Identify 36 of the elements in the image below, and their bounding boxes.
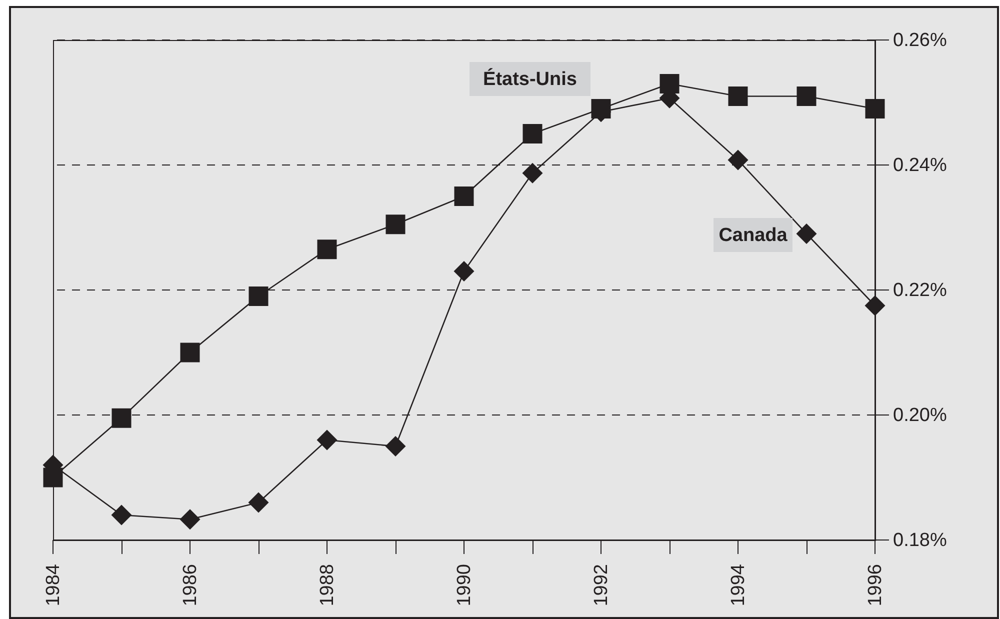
point — [112, 408, 132, 428]
point — [454, 186, 474, 206]
series-label: Canada — [718, 225, 788, 246]
point — [248, 286, 268, 306]
point — [248, 492, 269, 513]
point — [522, 124, 542, 144]
x-tick-label: 1984 — [43, 564, 64, 606]
point — [43, 468, 63, 488]
point — [522, 162, 543, 184]
point — [316, 430, 338, 450]
y-tick-label: 0.22% — [893, 280, 947, 301]
x-tick-label: 1996 — [865, 564, 886, 606]
point — [728, 86, 748, 106]
point — [660, 74, 680, 94]
series-label: États-Unis — [483, 68, 577, 90]
point — [180, 342, 200, 362]
x-tick-label: 1992 — [591, 564, 612, 606]
x-tick-label: 1994 — [728, 564, 749, 606]
point — [385, 436, 406, 456]
point — [864, 295, 886, 316]
point — [796, 224, 817, 244]
y-tick-label: 0.18% — [893, 530, 947, 551]
point — [386, 214, 406, 234]
x-tick-label: 1986 — [180, 564, 201, 606]
x-tick-label: 1990 — [454, 564, 475, 606]
point — [180, 509, 200, 530]
x-tick-label: 1988 — [317, 564, 338, 606]
point — [796, 86, 816, 106]
y-tick-label: 0.24% — [893, 155, 947, 176]
point — [728, 150, 748, 170]
point — [111, 504, 132, 526]
y-tick-label: 0.26% — [893, 30, 947, 51]
y-tick-label: 0.20% — [893, 405, 947, 426]
point — [865, 99, 885, 118]
point — [317, 240, 337, 260]
point — [454, 261, 474, 282]
